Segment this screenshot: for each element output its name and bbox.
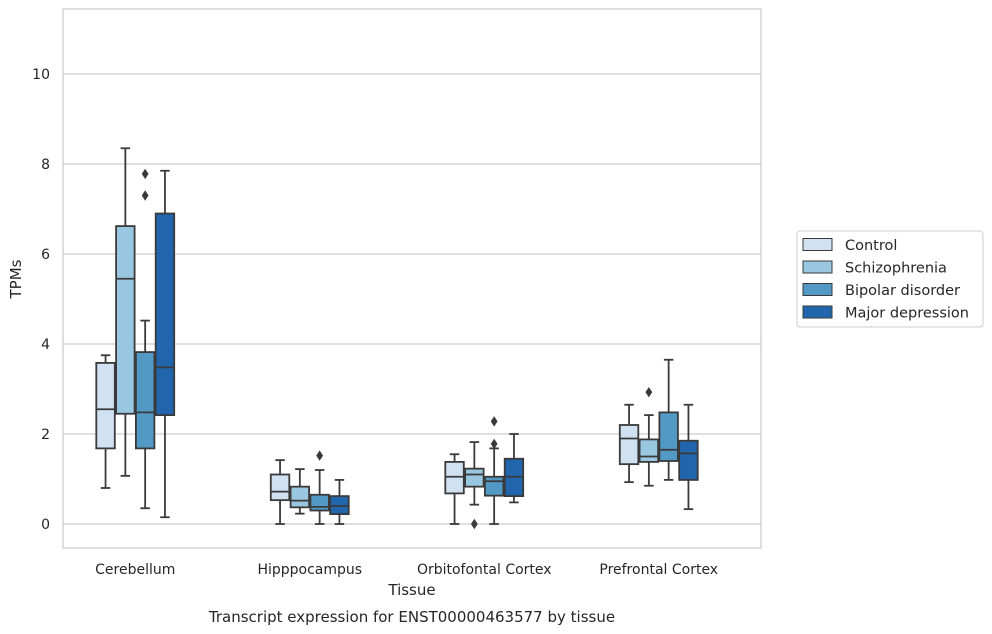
box-bipolar-disorder: [483, 416, 505, 525]
y-tick-label: 6: [41, 247, 50, 263]
box-schizophrenia: [638, 386, 659, 487]
legend-swatch: [802, 283, 833, 296]
outlier-point: [645, 386, 653, 398]
outlier-point: [141, 190, 149, 201]
y-axis-title: TPMs: [7, 259, 25, 299]
legend-label: Major depression: [845, 306, 969, 322]
legend-label: Control: [845, 238, 897, 254]
outlier-point: [490, 416, 498, 427]
y-tick-label: 2: [41, 427, 50, 443]
y-tick-labels: 0 2 4 6 8 10: [32, 67, 50, 533]
box-control: [618, 403, 640, 484]
box-iqr: [134, 351, 156, 450]
outlier-point: [316, 450, 324, 461]
legend-label: Bipolar disorder: [845, 283, 960, 299]
box-bipolar-disorder: [134, 168, 156, 510]
x-tick-label: Cerebellum: [95, 562, 175, 578]
plot-area-frame: [62, 8, 762, 549]
box-schizophrenia: [289, 468, 311, 515]
box-control: [95, 354, 116, 489]
box-iqr: [329, 495, 350, 516]
outlier-point: [141, 168, 149, 180]
box-control: [444, 453, 465, 525]
x-tick-label: Hipppocampus: [257, 562, 362, 578]
chart-title: Transcript expression for ENST0000046357…: [208, 608, 615, 626]
box-major-depression: [329, 478, 350, 525]
x-tick-label: Orbitofontal Cortex: [417, 562, 552, 578]
y-tick-label: 8: [41, 157, 50, 173]
box-bipolar-disorder: [309, 450, 330, 525]
box-iqr: [289, 485, 311, 509]
legend-swatch: [802, 260, 833, 274]
box-iqr: [638, 438, 659, 463]
box-iqr: [309, 493, 330, 512]
box-iqr: [618, 424, 640, 466]
legend-swatch: [802, 305, 833, 319]
box-major-depression: [503, 433, 525, 504]
box-iqr: [154, 212, 176, 417]
box-iqr: [269, 473, 291, 502]
box-iqr: [678, 439, 699, 481]
box-iqr: [464, 467, 485, 488]
x-axis-title: Tissue: [387, 581, 435, 599]
box-plots: [95, 147, 699, 530]
legend-label: Schizophrenia: [845, 261, 947, 277]
box-bipolar-disorder: [658, 358, 679, 481]
outlier-point: [470, 518, 478, 530]
outlier-point: [490, 438, 498, 450]
y-tick-label: 10: [32, 67, 50, 83]
box-major-depression: [154, 169, 176, 519]
legend: Control Schizophrenia Bipolar disorder Majo…: [796, 230, 984, 328]
box-schizophrenia: [115, 147, 136, 477]
legend-frame: [796, 230, 984, 328]
legend-swatch: [802, 238, 833, 251]
box-major-depression: [678, 403, 699, 511]
x-tick-labels: Cerebellum Hipppocampus Orbitofontal Corte…: [95, 562, 718, 578]
box-control: [269, 459, 291, 525]
y-tick-label: 0: [41, 517, 50, 533]
box-iqr: [658, 411, 679, 462]
box-iqr: [95, 361, 116, 450]
gridlines: [63, 73, 761, 525]
y-tick-label: 4: [41, 337, 50, 353]
x-tick-label: Prefrontal Cortex: [599, 562, 718, 578]
box-schizophrenia: [464, 441, 485, 530]
box-iqr: [483, 475, 505, 497]
box-iqr: [115, 225, 136, 415]
